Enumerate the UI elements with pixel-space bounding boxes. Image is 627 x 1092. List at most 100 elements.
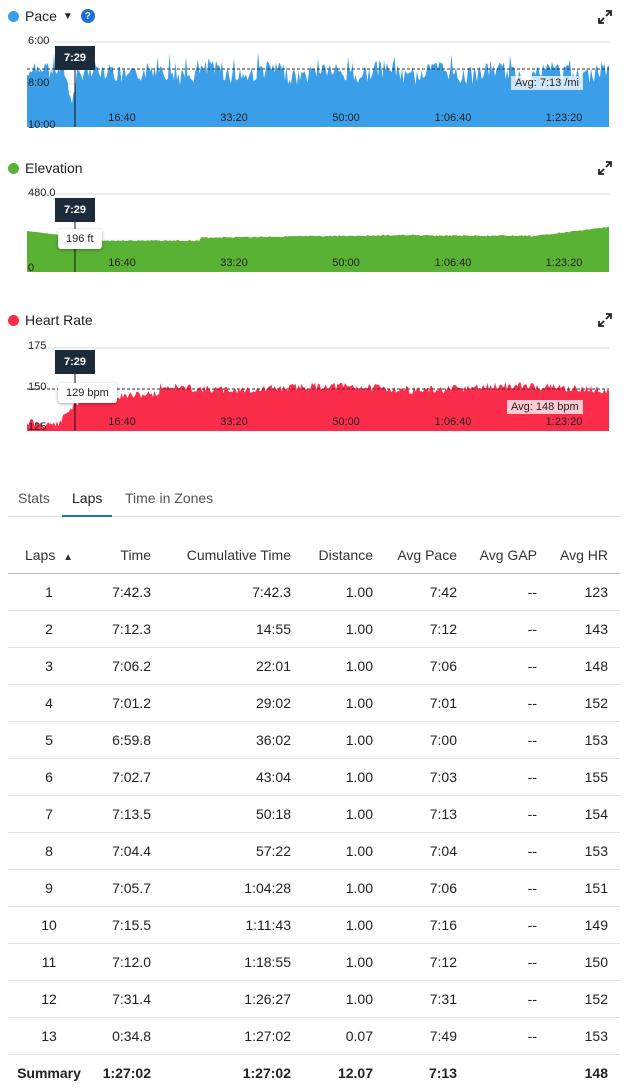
column-header-avg-pace[interactable]: Avg Pace — [385, 537, 469, 574]
cell-avg-pace: 7:04 — [385, 832, 469, 870]
help-icon[interactable]: ? — [80, 9, 95, 23]
elevation-chart[interactable]: 480.0 0 16:40 33:20 50:00 1:06:40 1:23:2… — [0, 182, 627, 277]
expand-icon[interactable] — [597, 312, 613, 328]
cell-laps: 2 — [8, 610, 90, 648]
heartrate-x-label: 1:23:20 — [545, 416, 583, 428]
cell-cumulative-time: 50:18 — [163, 795, 303, 833]
heartrate-x-label: 33:20 — [220, 416, 248, 428]
cell-avg-hr: 153 — [549, 721, 620, 759]
expand-icon[interactable] — [597, 9, 613, 25]
cell-time: 7:05.7 — [90, 869, 163, 907]
chevron-down-icon[interactable]: ▼ — [62, 10, 73, 22]
cell-avg-gap: -- — [469, 943, 549, 981]
cell-avg-pace: 7:12 — [385, 943, 469, 981]
heartrate-dot-icon — [8, 314, 19, 326]
table-row[interactable]: 1 7:42.3 7:42.3 1.00 7:42 -- 123 — [8, 573, 620, 611]
tab-laps[interactable]: Laps — [62, 490, 113, 517]
summary-distance: 12.07 — [337, 1064, 373, 1081]
cell-avg-hr: 150 — [549, 943, 620, 981]
cell-laps: 9 — [8, 869, 90, 907]
elevation-x-label: 1:23:20 — [545, 257, 583, 269]
pace-header[interactable]: Pace ▼ ? — [8, 6, 95, 26]
summary-laps: Summary — [17, 1064, 81, 1081]
cell-time: 7:02.7 — [90, 758, 163, 796]
cell-avg-hr: 152 — [549, 980, 620, 1018]
pace-x-label: 50:00 — [332, 112, 360, 124]
table-row[interactable]: 12 7:31.4 1:26:27 1.00 7:31 -- 152 — [8, 980, 620, 1018]
column-header-time[interactable]: Time — [90, 537, 163, 574]
pace-chart[interactable]: 6:00 8:00 10:00 16:40 33:20 50:00 1:06:4… — [0, 30, 627, 131]
table-row[interactable]: 11 7:12.0 1:18:55 1.00 7:12 -- 150 — [8, 943, 620, 981]
table-row[interactable]: 2 7:12.3 14:55 1.00 7:12 -- 143 — [8, 610, 620, 648]
elevation-x-label: 16:40 — [108, 257, 136, 269]
table-row[interactable]: 4 7:01.2 29:02 1.00 7:01 -- 152 — [8, 684, 620, 722]
heartrate-x-label: 1:06:40 — [434, 416, 472, 428]
cell-laps: 8 — [8, 832, 90, 870]
cell-avg-hr: 143 — [549, 610, 620, 648]
column-header-laps[interactable]: Laps ▲ — [8, 537, 90, 574]
cell-laps: 5 — [8, 721, 90, 759]
table-row[interactable]: 3 7:06.2 22:01 1.00 7:06 -- 148 — [8, 647, 620, 685]
cell-cumulative-time: 29:02 — [163, 684, 303, 722]
pace-y-label: 6:00 — [28, 35, 50, 47]
elevation-title: Elevation — [25, 160, 83, 176]
cell-avg-gap: -- — [469, 721, 549, 759]
table-row[interactable]: 10 7:15.5 1:11:43 1.00 7:16 -- 149 — [8, 906, 620, 944]
cell-distance: 1.00 — [303, 795, 385, 833]
tab-stats[interactable]: Stats — [18, 490, 50, 506]
cell-cumulative-time: 1:11:43 — [163, 906, 303, 944]
heartrate-y-label: 175 — [28, 340, 47, 352]
cell-time: 6:59.8 — [90, 721, 163, 759]
table-row[interactable]: 5 6:59.8 36:02 1.00 7:00 -- 153 — [8, 721, 620, 759]
heartrate-x-label: 50:00 — [332, 416, 360, 428]
elevation-area — [27, 193, 609, 272]
cell-time: 7:15.5 — [90, 906, 163, 944]
cell-time: 7:13.5 — [90, 795, 163, 833]
cell-cumulative-time: 1:18:55 — [163, 943, 303, 981]
pace-section: Pace ▼ ? 6:00 8:00 10:00 16:40 33:20 50:… — [0, 0, 627, 135]
elevation-x-label: 33:20 — [220, 257, 248, 269]
elevation-y-label: 0 — [28, 262, 35, 274]
heartrate-avg-label: Avg: 148 bpm — [507, 400, 583, 414]
elevation-y-label: 480.0 — [28, 187, 56, 199]
column-header-cumulative-time[interactable]: Cumulative Time — [163, 537, 303, 574]
table-row[interactable]: 13 0:34.8 1:27:02 0.07 7:49 -- 153 — [8, 1017, 620, 1055]
cell-avg-hr: 154 — [549, 795, 620, 833]
cell-avg-pace: 7:16 — [385, 906, 469, 944]
tab-time-in-zones[interactable]: Time in Zones — [125, 490, 214, 506]
cell-avg-gap: -- — [469, 1017, 549, 1055]
cell-avg-pace: 7:06 — [385, 869, 469, 907]
elevation-dot-icon — [8, 162, 19, 174]
summary-time: 1:27:02 — [102, 1064, 151, 1081]
elevation-x-label: 1:06:40 — [434, 257, 472, 269]
table-header-row: Laps ▲ Time Cumulative Time Distance Avg… — [8, 537, 620, 574]
cell-avg-pace: 7:01 — [385, 684, 469, 722]
cell-cumulative-time: 1:04:28 — [163, 869, 303, 907]
cell-laps: 12 — [8, 980, 90, 1018]
expand-icon[interactable] — [597, 160, 613, 176]
column-header-avg-gap[interactable]: Avg GAP — [469, 537, 549, 574]
table-row[interactable]: 6 7:02.7 43:04 1.00 7:03 -- 155 — [8, 758, 620, 796]
cell-avg-pace: 7:06 — [385, 647, 469, 685]
elevation-section: Elevation 480.0 0 16:40 33:20 50:00 1:06… — [0, 152, 627, 282]
column-header-distance[interactable]: Distance — [303, 537, 385, 574]
cell-distance: 1.00 — [303, 906, 385, 944]
table-row[interactable]: 9 7:05.7 1:04:28 1.00 7:06 -- 151 — [8, 869, 620, 907]
elevation-cursor-time: 7:29 — [55, 198, 95, 222]
cell-time: 7:12.0 — [90, 943, 163, 981]
pace-title: Pace — [25, 8, 57, 24]
heartrate-cursor-time: 7:29 — [55, 350, 95, 374]
cell-avg-hr: 123 — [549, 573, 620, 611]
cell-avg-hr: 155 — [549, 758, 620, 796]
cell-time: 7:04.4 — [90, 832, 163, 870]
cell-distance: 1.00 — [303, 647, 385, 685]
heartrate-chart[interactable]: 175 150 125 16:40 33:20 50:00 1:06:40 1:… — [0, 338, 627, 433]
summary-avg-gap — [469, 1054, 549, 1091]
pace-dot-icon — [8, 10, 19, 22]
cell-avg-pace: 7:31 — [385, 980, 469, 1018]
heartrate-section: Heart Rate 175 150 125 16:40 33:20 50:00… — [0, 304, 627, 434]
elevation-header: Elevation — [8, 158, 83, 178]
table-row[interactable]: 8 7:04.4 57:22 1.00 7:04 -- 153 — [8, 832, 620, 870]
column-header-avg-hr[interactable]: Avg HR — [549, 537, 620, 574]
table-row[interactable]: 7 7:13.5 50:18 1.00 7:13 -- 154 — [8, 795, 620, 833]
